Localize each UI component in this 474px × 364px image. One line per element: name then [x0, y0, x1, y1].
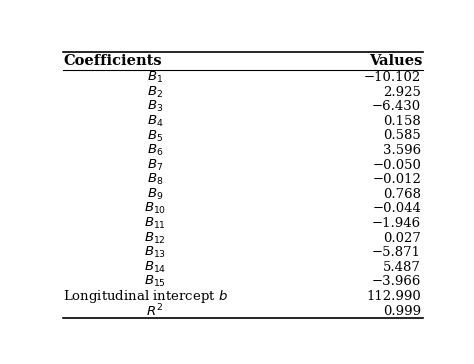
Text: −0.044: −0.044: [372, 202, 421, 215]
Text: 0.585: 0.585: [383, 130, 421, 142]
Text: 112.990: 112.990: [366, 290, 421, 303]
Text: $B_{14}$: $B_{14}$: [144, 260, 166, 275]
Text: $B_3$: $B_3$: [146, 99, 163, 114]
Text: 0.027: 0.027: [383, 232, 421, 245]
Text: −5.871: −5.871: [372, 246, 421, 259]
Text: $B_{15}$: $B_{15}$: [144, 274, 166, 289]
Text: $R^2$: $R^2$: [146, 303, 163, 319]
Text: 0.999: 0.999: [383, 305, 421, 317]
Text: $B_2$: $B_2$: [147, 85, 163, 100]
Text: $B_4$: $B_4$: [146, 114, 163, 129]
Text: −0.050: −0.050: [372, 159, 421, 172]
Text: $B_{10}$: $B_{10}$: [144, 201, 166, 217]
Text: $B_7$: $B_7$: [146, 158, 163, 173]
Text: Values: Values: [370, 54, 423, 68]
Text: $B_9$: $B_9$: [146, 187, 163, 202]
Text: 2.925: 2.925: [383, 86, 421, 99]
Text: −3.966: −3.966: [372, 276, 421, 288]
Text: $B_8$: $B_8$: [146, 172, 163, 187]
Text: 5.487: 5.487: [383, 261, 421, 274]
Text: −10.102: −10.102: [364, 71, 421, 84]
Text: $B_6$: $B_6$: [146, 143, 163, 158]
Text: 3.596: 3.596: [383, 144, 421, 157]
Text: Longitudinal intercept $b$: Longitudinal intercept $b$: [63, 288, 228, 305]
Text: −1.946: −1.946: [372, 217, 421, 230]
Text: $B_1$: $B_1$: [147, 70, 163, 85]
Text: $B_{12}$: $B_{12}$: [144, 230, 166, 246]
Text: −0.012: −0.012: [372, 173, 421, 186]
Text: $B_{11}$: $B_{11}$: [144, 216, 166, 231]
Text: 0.768: 0.768: [383, 188, 421, 201]
Text: 0.158: 0.158: [383, 115, 421, 128]
Text: Coefficients: Coefficients: [63, 54, 162, 68]
Text: −6.430: −6.430: [372, 100, 421, 113]
Text: $B_{13}$: $B_{13}$: [144, 245, 166, 260]
Text: $B_5$: $B_5$: [147, 128, 163, 143]
